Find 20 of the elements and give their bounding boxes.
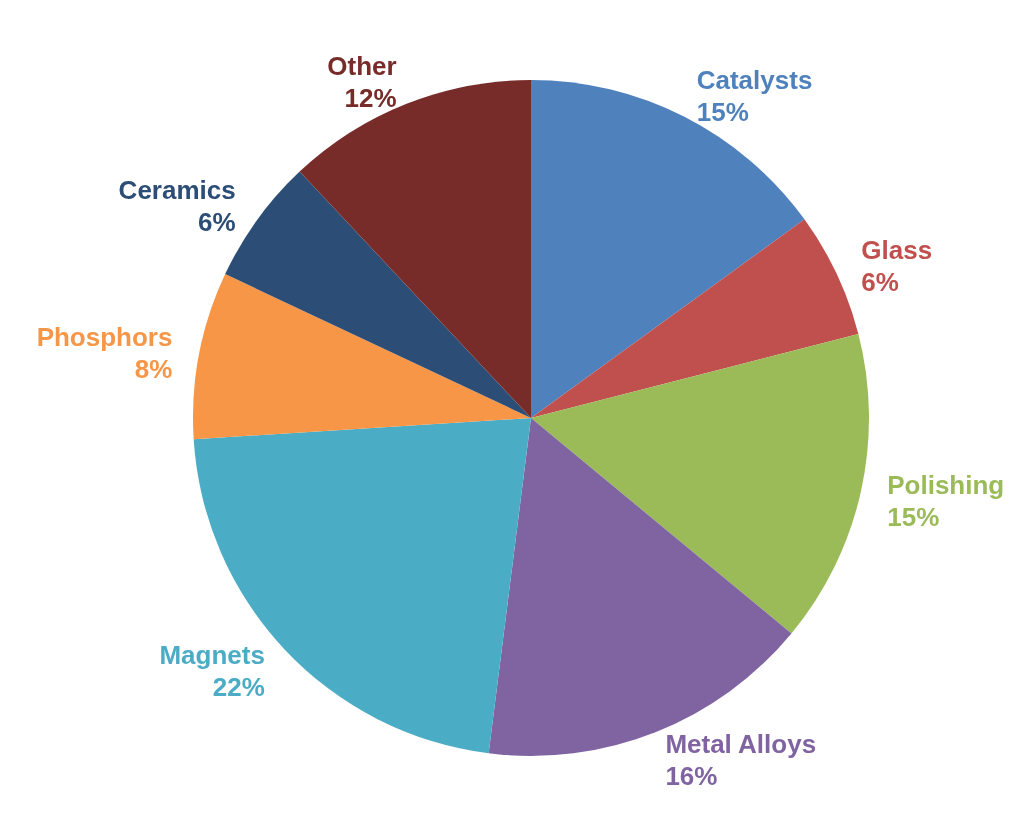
data-label: 15%	[696, 96, 749, 127]
slice-label: Magnets	[159, 639, 265, 670]
slice-label: Glass	[861, 234, 933, 265]
slice-label: Phosphors	[36, 321, 173, 352]
pie-slice	[193, 274, 531, 440]
slice-label: Metal Alloys	[665, 729, 817, 760]
data-label: 6%	[861, 266, 899, 297]
data-label: 8%	[134, 353, 173, 384]
data-label: 16%	[665, 761, 718, 792]
data-label: 6%	[198, 207, 236, 238]
slice-label: Catalysts	[696, 64, 813, 95]
pie-slice	[531, 219, 859, 418]
pie-slice	[299, 80, 531, 418]
slice-label: Other	[327, 50, 397, 81]
pie-slice	[531, 333, 869, 634]
slice-label: Polishing	[887, 469, 1005, 500]
slice-label: Ceramics	[118, 175, 236, 206]
data-label: 22%	[212, 671, 265, 702]
data-label: 15%	[887, 501, 940, 532]
data-label: 12%	[344, 82, 397, 113]
